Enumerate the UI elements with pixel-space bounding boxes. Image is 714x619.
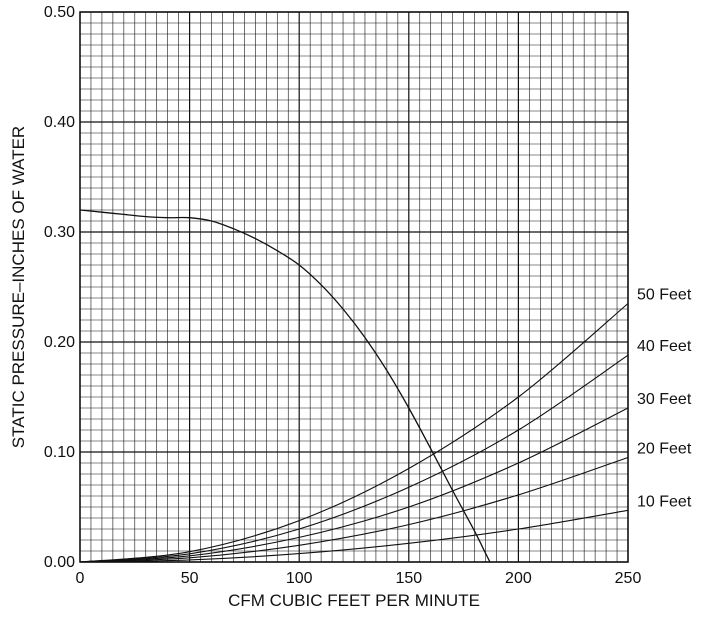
- series-line-30-feet: [79, 407, 629, 563]
- plot-frame: [79, 11, 629, 563]
- series-label: 30 Feet: [637, 391, 692, 408]
- y-tick-label: 0.10: [44, 444, 75, 461]
- y-tick-label: 0.50: [44, 4, 75, 21]
- x-tick-label: 0: [76, 570, 85, 587]
- y-tick-label: 0.20: [44, 334, 75, 351]
- series-line-50-feet: [79, 303, 629, 563]
- y-tick-label: 0.30: [44, 224, 75, 241]
- x-tick-label: 100: [286, 570, 313, 587]
- x-tick-label: 150: [395, 570, 422, 587]
- series-label: 20 Feet: [637, 441, 692, 458]
- curves: [79, 209, 629, 563]
- grid: [79, 11, 629, 563]
- series-label: 50 Feet: [637, 287, 692, 304]
- x-axis-label: CFM CUBIC FEET PER MINUTE: [228, 591, 480, 610]
- y-tick-label: 0.00: [44, 554, 75, 571]
- series-label: 40 Feet: [637, 338, 692, 355]
- fan-performance-curve: [79, 209, 491, 563]
- x-tick-label: 50: [181, 570, 199, 587]
- x-tick-labels: 0 50 100 150 200 250: [76, 570, 642, 587]
- y-tick-labels: 0.00 0.10 0.20 0.30 0.40 0.50: [44, 4, 75, 571]
- x-tick-label: 250: [615, 570, 642, 587]
- series-line-10-feet: [79, 509, 629, 563]
- series-line-20-feet: [79, 456, 629, 563]
- y-axis-label: STATIC PRESSURE–INCHES OF WATER: [9, 126, 28, 448]
- x-tick-label: 200: [505, 570, 532, 587]
- series-labels: 10 Feet 20 Feet 30 Feet 40 Feet 50 Feet: [637, 287, 692, 511]
- series-label: 10 Feet: [637, 493, 692, 510]
- series-line-40-feet: [79, 354, 629, 563]
- y-tick-label: 0.40: [44, 114, 75, 131]
